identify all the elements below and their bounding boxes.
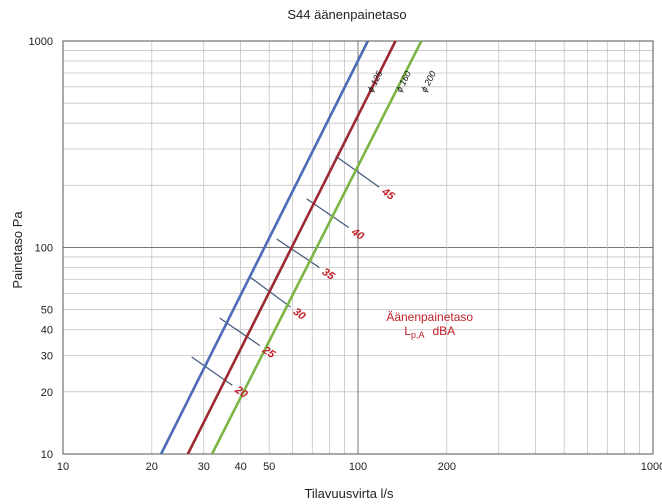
sound-level-line <box>335 155 380 188</box>
annotation-symbol: L <box>404 324 411 338</box>
sound-level-annotation: Äänenpainetaso Lp,A dBA <box>386 310 473 340</box>
x-tick-label: 100 <box>349 461 367 473</box>
annotation-dba: dBA <box>432 324 455 338</box>
sound-level-label: 35 <box>320 266 338 283</box>
series-line <box>186 40 397 455</box>
grid <box>62 40 654 455</box>
x-axis-ticks: 10 20 30 40 50 100 200 1000 <box>57 461 662 473</box>
y-tick-label: 20 <box>41 387 53 399</box>
sound-level-label: 30 <box>291 306 309 323</box>
annotation-title: Äänenpainetaso <box>386 310 473 324</box>
x-axis-label: Tilavuusvirta l/s <box>304 486 394 501</box>
x-tick-label: 50 <box>263 461 275 473</box>
annotation-unit: Lp,A dBA <box>404 324 455 340</box>
x-tick-label: 1000 <box>641 461 662 473</box>
sound-level-lines <box>191 155 380 386</box>
y-axis-label: Painetaso Pa <box>10 211 25 289</box>
plot-border <box>62 40 654 455</box>
sound-level-label: 25 <box>259 344 277 362</box>
y-tick-label: 50 <box>41 305 53 317</box>
series-label: ϕ 125 <box>365 68 384 94</box>
x-tick-label: 40 <box>234 461 246 473</box>
series-line <box>210 40 423 455</box>
sound-level-label: 40 <box>348 225 366 243</box>
series-labels: ϕ 125 ϕ 160 ϕ 200 <box>365 68 438 94</box>
x-tick-label: 20 <box>146 461 158 473</box>
y-tick-label: 10 <box>41 449 53 461</box>
x-tick-label: 10 <box>57 461 69 473</box>
x-tick-label: 30 <box>198 461 210 473</box>
series-line <box>159 40 370 455</box>
y-tick-label: 40 <box>41 325 53 337</box>
annotation-subscript: p,A <box>411 330 425 340</box>
sound-level-label: 45 <box>379 185 397 203</box>
y-tick-label: 100 <box>35 243 53 255</box>
sound-level-line <box>276 238 320 269</box>
x-tick-label: 200 <box>438 461 456 473</box>
series-lines <box>159 40 423 455</box>
y-tick-label: 1000 <box>29 36 53 48</box>
y-tick-label: 30 <box>41 350 53 362</box>
chart-title: S44 äänenpainetaso <box>287 7 406 22</box>
y-axis-ticks: 10 20 30 40 50 100 1000 <box>29 36 53 461</box>
